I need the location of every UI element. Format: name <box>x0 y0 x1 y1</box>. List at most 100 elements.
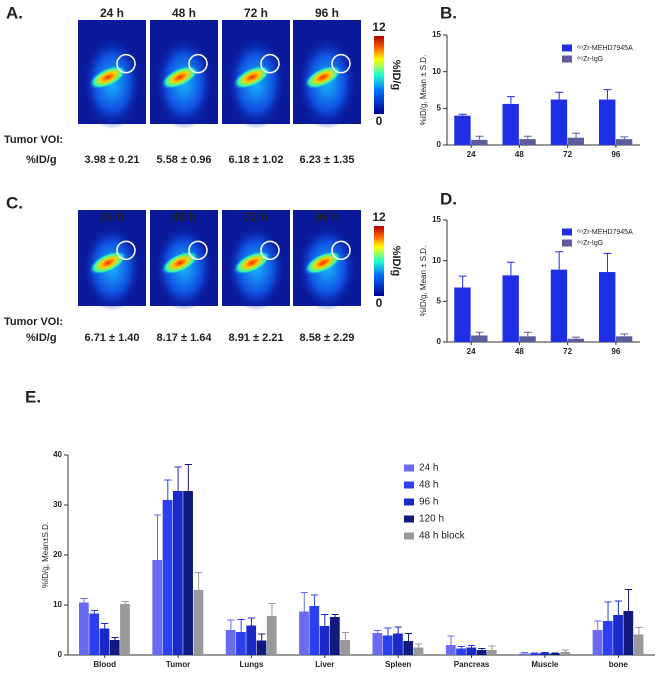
error-bar <box>404 633 413 641</box>
x-tick-label: 96 <box>611 347 620 356</box>
bar <box>519 653 530 655</box>
bar <box>454 115 471 145</box>
legend-swatch <box>404 498 414 506</box>
y-axis-label: %ID/g, Mean±S.D. <box>41 522 50 588</box>
bar <box>615 336 633 342</box>
legend-swatch <box>404 532 414 540</box>
error-bar <box>624 589 633 611</box>
bar <box>319 626 330 655</box>
tumor-roi <box>331 53 351 74</box>
voi-value: 3.98 ± 0.21 <box>85 154 140 166</box>
bar <box>266 616 277 655</box>
voi-label: Tumor VOI: <box>4 316 63 328</box>
x-tick-label: 24 <box>467 347 476 356</box>
error-bar <box>551 652 559 654</box>
panel-label: B. <box>440 3 457 22</box>
error-bar <box>415 643 423 648</box>
y-tick-label: 10 <box>432 256 441 265</box>
bar <box>109 640 120 655</box>
bar <box>309 606 320 655</box>
colorbar-tick: 12 <box>372 20 386 34</box>
error-bar <box>475 135 484 140</box>
voi-label: %ID/g <box>26 332 57 344</box>
error-bar <box>195 572 203 590</box>
x-tick-label: bone <box>609 660 629 669</box>
x-tick-label: Liver <box>315 660 334 669</box>
error-bar <box>506 261 515 276</box>
bar <box>519 139 536 145</box>
bar <box>172 491 183 655</box>
legend-label: ⁸⁹Zr-MEHD7945A <box>577 229 633 236</box>
legend-label: ⁸⁹Zr-IgG <box>577 56 603 63</box>
voi-value: 8.58 ± 2.29 <box>300 332 355 344</box>
error-bar <box>603 252 612 273</box>
time-label: 48 h <box>172 6 196 20</box>
bar <box>454 287 471 342</box>
error-bar <box>523 331 532 337</box>
time-label: 96 h <box>315 6 339 20</box>
voi-value: 8.91 ± 2.21 <box>229 332 284 344</box>
error-bar <box>227 619 235 630</box>
panel-label: E. <box>25 387 41 406</box>
bar <box>79 602 89 655</box>
bar <box>413 647 424 655</box>
error-bar <box>457 646 465 649</box>
bar <box>519 336 536 342</box>
legend-swatch <box>562 239 572 247</box>
error-bar <box>447 635 455 645</box>
error-bar <box>153 514 162 560</box>
time-label: 72 h <box>244 210 268 224</box>
bar <box>613 615 623 655</box>
bar <box>329 617 340 655</box>
error-bar <box>111 637 119 640</box>
error-bar <box>531 652 539 654</box>
bar <box>246 625 257 655</box>
voi-value: 6.71 ± 1.40 <box>85 332 140 344</box>
pet-hotspot <box>233 65 271 89</box>
error-bar <box>237 619 245 632</box>
legend-label: 48 h <box>419 480 438 491</box>
error-bar <box>458 113 467 116</box>
error-bar <box>614 600 622 615</box>
bar <box>299 611 309 655</box>
pet-hotspot <box>233 251 271 275</box>
error-bar <box>394 626 402 634</box>
legend-label: 24 h <box>419 463 438 474</box>
pet-hotspot <box>89 65 127 89</box>
voi-label: %ID/g <box>26 154 57 166</box>
y-tick-label: 5 <box>437 103 442 112</box>
error-bar <box>572 132 581 138</box>
pet-hotspot <box>161 251 199 275</box>
x-tick-label: 48 <box>515 347 524 356</box>
panel-label: C. <box>6 193 23 212</box>
error-bar <box>458 275 467 288</box>
x-tick-label: 72 <box>563 347 572 356</box>
pet-hotspot <box>304 65 342 89</box>
tumor-roi <box>116 240 136 261</box>
legend-label: ⁸⁹Zr-IgG <box>577 240 603 247</box>
y-tick-label: 10 <box>432 67 441 76</box>
error-bar <box>90 610 99 614</box>
voi-value: 5.58 ± 0.96 <box>157 154 212 166</box>
pet-hotspot <box>304 251 342 275</box>
error-bar <box>572 336 581 339</box>
error-bar <box>506 96 515 104</box>
y-axis-label: %ID/g, Mean ± S.D. <box>419 246 428 317</box>
bar <box>236 632 246 655</box>
x-tick-label: Blood <box>93 660 116 669</box>
bar <box>445 645 456 655</box>
error-bar <box>101 623 109 629</box>
error-bar <box>541 652 549 653</box>
bar <box>183 491 193 655</box>
colorbar-label: %ID/g <box>390 60 402 91</box>
bar <box>592 630 603 655</box>
panel-label: D. <box>440 189 457 208</box>
time-label: 72 h <box>244 6 268 20</box>
x-tick-label: 72 <box>563 150 572 159</box>
bar <box>602 621 613 655</box>
time-label: 24 h <box>100 210 124 224</box>
tumor-roi <box>331 240 351 261</box>
error-bar <box>475 331 484 336</box>
legend-label: 48 h block <box>419 531 466 542</box>
bar <box>99 628 110 655</box>
